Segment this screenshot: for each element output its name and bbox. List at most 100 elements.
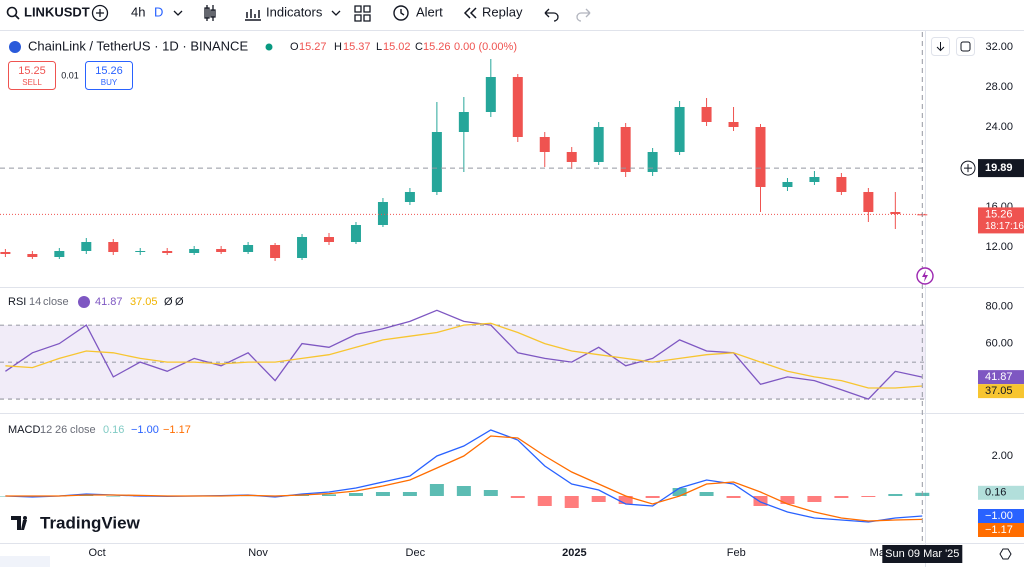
histogram-bar: [834, 496, 849, 498]
histogram-bar: [537, 496, 552, 506]
layout-icon[interactable]: [354, 5, 371, 22]
candle-body: [216, 249, 227, 252]
toolbar-bg: [0, 0, 1024, 30]
rsi-line: [5, 322, 923, 389]
ohlc-change: 0.00 (0.00%): [454, 41, 517, 53]
sell-button[interactable]: [8, 61, 56, 90]
chart-type-icon[interactable]: [204, 5, 216, 21]
interval[interactable]: 4h: [131, 4, 145, 19]
crosshair-plus: [964, 164, 972, 173]
candle-body: [674, 107, 685, 152]
histogram-bar: [106, 496, 121, 497]
y-tick-label: 60.00: [985, 338, 1013, 350]
histogram-bar: [591, 496, 606, 502]
macd-title: MACD: [8, 424, 40, 436]
alert[interactable]: Alert: [416, 4, 443, 19]
histogram-bar: [780, 496, 795, 504]
macd-line: [5, 429, 923, 523]
candle-body: [377, 202, 388, 225]
x-tick-label: 2025: [562, 547, 586, 559]
candle-body: [297, 237, 308, 258]
buy-label: BUY: [101, 78, 118, 87]
alert-icon: [393, 5, 409, 21]
candle-body: [539, 137, 550, 152]
histogram-bar: [699, 492, 714, 496]
sell-label: SELL: [22, 78, 42, 87]
market-status: [265, 43, 273, 51]
scroll-handle[interactable]: [0, 556, 50, 567]
chevron[interactable]: [173, 10, 183, 16]
histogram-bar: [456, 486, 471, 496]
ohlc-value: 15.37: [343, 41, 371, 53]
candle-body: [836, 177, 847, 192]
axis-value-box: [978, 384, 1024, 399]
y-tick-label: 12.00: [985, 241, 1013, 253]
buy-price: 15.26: [95, 65, 123, 77]
watermark: TradingView: [40, 513, 141, 532]
axis-settings[interactable]: [999, 548, 1012, 560]
rsi-icon[interactable]: [78, 296, 90, 308]
candle-body: [54, 251, 65, 257]
macd-line: [5, 435, 923, 522]
candle-body: [81, 242, 92, 251]
histogram-bar: [645, 496, 660, 498]
buy-button[interactable]: [85, 61, 133, 90]
rsi-na: Ø: [175, 296, 184, 308]
candle-body: [485, 77, 496, 112]
indicators[interactable]: Indicators: [266, 4, 323, 19]
candle-body: [728, 122, 739, 127]
rsi-line: [5, 309, 923, 400]
candle-body: [189, 249, 200, 253]
candle-body: [512, 77, 523, 137]
y-tick-label: 28.00: [985, 81, 1013, 93]
y-tick-label: 2.00: [992, 450, 1013, 462]
spread: 0.01: [61, 70, 79, 80]
date-label-box: [882, 545, 963, 563]
replay-icon: [463, 7, 477, 19]
redo[interactable]: [576, 8, 591, 22]
axis-value-box: [978, 485, 1024, 500]
candle-body: [809, 177, 820, 182]
histogram-bar: [618, 496, 633, 504]
candle-body: [458, 112, 469, 132]
crosshair-price: 19.89: [985, 162, 1013, 174]
candle-body: [620, 127, 631, 172]
histogram-bar: [861, 496, 876, 497]
plot: 32.0028.0024.0016.0012.0080.0060.002.00O…: [0, 32, 1024, 563]
bolt: [922, 270, 928, 282]
undo[interactable]: [544, 8, 559, 22]
candle-body: [404, 192, 415, 202]
replay[interactable]: Replay: [482, 4, 523, 19]
search-icon: [14, 14, 20, 20]
rsi-ma-value: 37.05: [130, 296, 158, 308]
chevron[interactable]: [331, 10, 341, 16]
search-icon[interactable]: [6, 6, 18, 18]
sell-price: 15.25: [18, 65, 46, 77]
plus-icon: [96, 9, 104, 17]
macd-source: close: [70, 424, 96, 436]
histogram-bar: [672, 488, 687, 496]
legend-title: ChainLink / TetherUS · 1D · BINANCE: [28, 38, 248, 53]
interval-alt[interactable]: D: [154, 4, 163, 19]
candle-body: [566, 152, 577, 162]
ohlc-key: O: [290, 41, 299, 53]
x-tick-label: Feb: [727, 547, 746, 559]
candle-body: [431, 132, 442, 192]
x-tick-label: Oct: [89, 547, 106, 559]
symbol-logo: [9, 41, 21, 53]
ohlc-key: C: [415, 41, 423, 53]
histogram-bar: [888, 494, 903, 496]
y-tick-label: 24.00: [985, 121, 1013, 133]
compare-button[interactable]: [91, 4, 109, 22]
axis-value-box: [978, 523, 1024, 537]
date-label: Sun 09 Mar '25: [885, 548, 959, 560]
symbol[interactable]: LINKUSDT: [24, 4, 90, 19]
y-tick-label: 32.00: [985, 41, 1013, 53]
candle-body: [782, 182, 793, 187]
candle-body: [27, 254, 38, 257]
settings-button[interactable]: [956, 37, 975, 56]
crosshair-price-box: [978, 159, 1024, 178]
candle-body: [243, 245, 254, 252]
candle-body: [162, 251, 173, 253]
